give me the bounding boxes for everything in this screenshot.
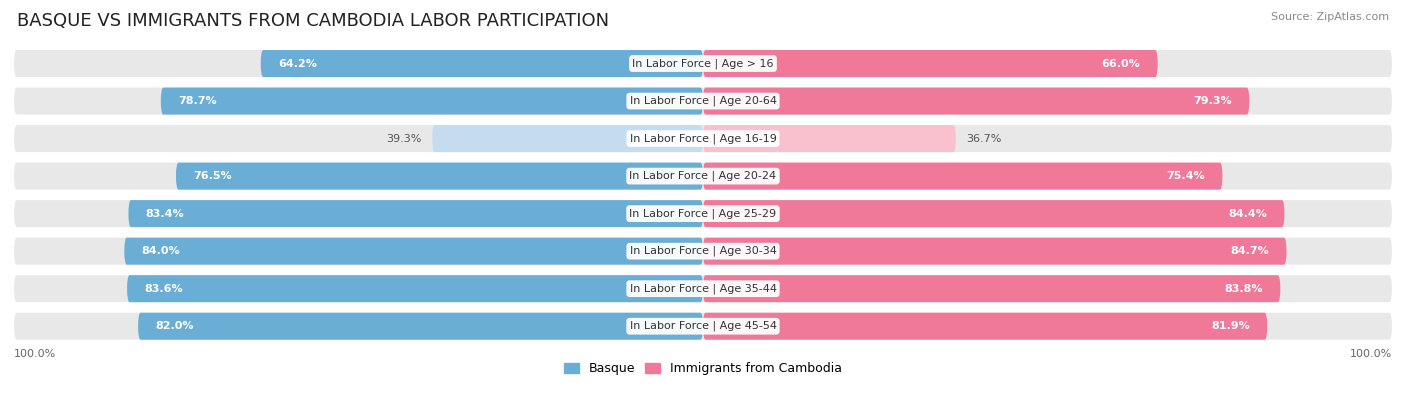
FancyBboxPatch shape — [703, 238, 1286, 265]
Text: 83.6%: 83.6% — [145, 284, 183, 294]
Text: 84.7%: 84.7% — [1230, 246, 1270, 256]
FancyBboxPatch shape — [124, 238, 703, 265]
FancyBboxPatch shape — [703, 50, 1157, 77]
Text: In Labor Force | Age 25-29: In Labor Force | Age 25-29 — [630, 209, 776, 219]
Text: 84.0%: 84.0% — [142, 246, 180, 256]
Text: 39.3%: 39.3% — [387, 134, 422, 144]
FancyBboxPatch shape — [14, 50, 1392, 77]
Text: In Labor Force | Age 30-34: In Labor Force | Age 30-34 — [630, 246, 776, 256]
FancyBboxPatch shape — [14, 125, 1392, 152]
Text: Source: ZipAtlas.com: Source: ZipAtlas.com — [1271, 12, 1389, 22]
Text: 84.4%: 84.4% — [1229, 209, 1267, 219]
Text: In Labor Force | Age 45-54: In Labor Force | Age 45-54 — [630, 321, 776, 331]
Text: 82.0%: 82.0% — [155, 321, 194, 331]
FancyBboxPatch shape — [14, 238, 1392, 265]
FancyBboxPatch shape — [703, 163, 1222, 190]
FancyBboxPatch shape — [14, 275, 1392, 302]
FancyBboxPatch shape — [703, 125, 956, 152]
Text: 100.0%: 100.0% — [14, 350, 56, 359]
Text: 81.9%: 81.9% — [1211, 321, 1250, 331]
Text: In Labor Force | Age 20-64: In Labor Force | Age 20-64 — [630, 96, 776, 106]
Text: 75.4%: 75.4% — [1167, 171, 1205, 181]
Legend: Basque, Immigrants from Cambodia: Basque, Immigrants from Cambodia — [558, 357, 848, 380]
Text: 100.0%: 100.0% — [1350, 350, 1392, 359]
FancyBboxPatch shape — [703, 200, 1285, 227]
Text: In Labor Force | Age 20-24: In Labor Force | Age 20-24 — [630, 171, 776, 181]
FancyBboxPatch shape — [260, 50, 703, 77]
Text: In Labor Force | Age > 16: In Labor Force | Age > 16 — [633, 58, 773, 69]
FancyBboxPatch shape — [703, 88, 1250, 115]
FancyBboxPatch shape — [176, 163, 703, 190]
Text: In Labor Force | Age 35-44: In Labor Force | Age 35-44 — [630, 284, 776, 294]
FancyBboxPatch shape — [128, 200, 703, 227]
FancyBboxPatch shape — [14, 200, 1392, 227]
FancyBboxPatch shape — [160, 88, 703, 115]
Text: 78.7%: 78.7% — [179, 96, 217, 106]
FancyBboxPatch shape — [14, 313, 1392, 340]
Text: 36.7%: 36.7% — [966, 134, 1001, 144]
Text: In Labor Force | Age 16-19: In Labor Force | Age 16-19 — [630, 134, 776, 144]
FancyBboxPatch shape — [138, 313, 703, 340]
Text: 83.4%: 83.4% — [146, 209, 184, 219]
FancyBboxPatch shape — [703, 313, 1267, 340]
Text: 66.0%: 66.0% — [1102, 58, 1140, 69]
Text: 76.5%: 76.5% — [193, 171, 232, 181]
Text: BASQUE VS IMMIGRANTS FROM CAMBODIA LABOR PARTICIPATION: BASQUE VS IMMIGRANTS FROM CAMBODIA LABOR… — [17, 12, 609, 30]
Text: 83.8%: 83.8% — [1225, 284, 1263, 294]
FancyBboxPatch shape — [14, 88, 1392, 115]
FancyBboxPatch shape — [432, 125, 703, 152]
FancyBboxPatch shape — [127, 275, 703, 302]
Text: 79.3%: 79.3% — [1194, 96, 1232, 106]
FancyBboxPatch shape — [14, 163, 1392, 190]
FancyBboxPatch shape — [703, 275, 1281, 302]
Text: 64.2%: 64.2% — [278, 58, 316, 69]
